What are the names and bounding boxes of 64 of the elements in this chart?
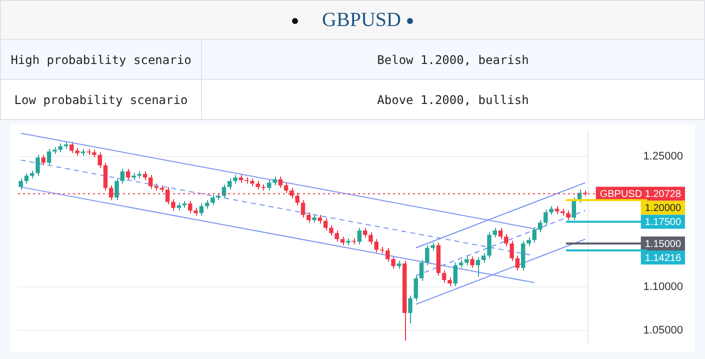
candlestick <box>386 247 390 262</box>
candlestick <box>374 238 378 253</box>
candlestick <box>24 172 29 184</box>
candlestick <box>492 227 497 238</box>
y-tick-label: 1.05000 <box>643 324 683 336</box>
candlestick <box>419 260 424 282</box>
candlestick <box>442 270 446 284</box>
candlestick <box>188 200 192 214</box>
candlestick <box>368 232 373 245</box>
candlestick <box>103 162 108 192</box>
candlestick <box>362 227 368 238</box>
candlestick <box>532 226 537 244</box>
candlestick <box>284 182 288 194</box>
candlestick <box>391 256 396 270</box>
candlestick <box>453 262 458 287</box>
candlestick <box>334 230 339 242</box>
candlestick <box>470 256 474 268</box>
candlestick <box>120 168 125 184</box>
ref-line-label: 1.20000 <box>644 203 682 214</box>
text: High probability scenario <box>0 40 202 80</box>
candlestick <box>171 198 176 212</box>
candlestick <box>70 141 74 154</box>
candlestick <box>425 244 430 266</box>
candlestick <box>36 154 40 176</box>
candlestick <box>538 220 542 233</box>
candlestick <box>476 256 480 278</box>
candlestick <box>18 178 23 190</box>
candlestick <box>199 203 204 216</box>
candlestick <box>572 196 576 221</box>
text: Above 1.2000, bullish <box>202 80 704 120</box>
candlestick <box>515 255 520 271</box>
candlestick <box>148 174 153 190</box>
ref-line-label: GBPUSD 1.20728 <box>600 189 682 200</box>
candlestick <box>300 200 306 218</box>
candlestick <box>414 275 418 302</box>
candlestick <box>566 210 570 221</box>
candlestick <box>408 295 412 324</box>
candlestick <box>46 148 52 166</box>
candlestick <box>357 227 362 245</box>
ref-line-label: 1.17500 <box>644 217 682 228</box>
candlestick <box>329 224 334 236</box>
chart-title: GBPUSD <box>322 8 401 30</box>
candlestick <box>278 176 283 188</box>
candlestick <box>267 180 272 192</box>
candlestick <box>487 232 492 259</box>
candlestick <box>41 154 46 166</box>
candlestick <box>306 212 311 224</box>
candlestick <box>510 240 514 262</box>
candlestick <box>498 227 503 240</box>
candlestick <box>126 168 130 181</box>
candlestick <box>98 152 102 168</box>
y-tick-label: 1.25000 <box>643 150 683 163</box>
candlestick <box>481 252 486 264</box>
ref-line-label: 1.14216 <box>644 252 682 264</box>
candlestick <box>114 178 119 201</box>
text: Below 1.2000, bearish <box>202 40 704 80</box>
candlestick <box>504 233 508 247</box>
candlestick <box>323 218 328 231</box>
candlestick <box>544 209 548 226</box>
candlestick <box>228 178 232 190</box>
ref-line-label: 1.15000 <box>644 238 682 250</box>
y-tick-label: 1.10000 <box>643 280 683 293</box>
candlestick <box>210 194 215 206</box>
text: Low probability scenario <box>0 80 202 120</box>
